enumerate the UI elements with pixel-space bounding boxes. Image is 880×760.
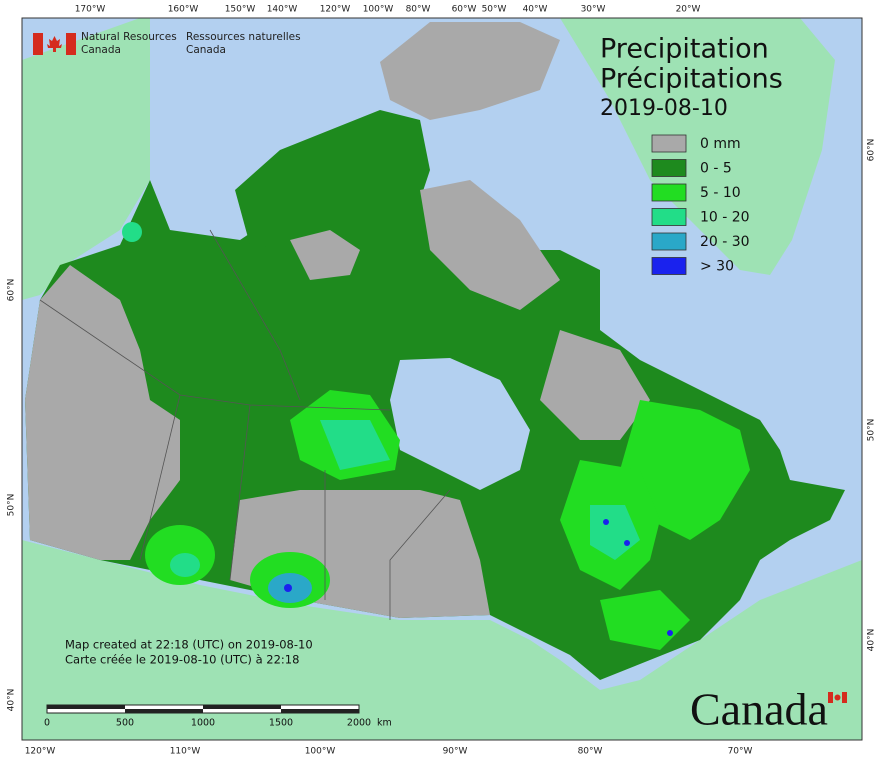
legend-label: 0 - 5 [700, 161, 732, 177]
graticule-labels: 170°W 160°W 150°W 140°W 120°W 100°W 80°W 60°W 50… [7, 5, 877, 757]
maple-leaf [834, 694, 841, 701]
scale-bar-label: 1000 [191, 718, 215, 729]
longitude-label: 160°W [168, 5, 199, 15]
longitude-label: 80°W [406, 5, 431, 15]
legend-swatch [651, 257, 687, 275]
wordmark: Canada [690, 684, 828, 735]
rain-zone [600, 590, 690, 650]
agency-fr: Canada [186, 44, 226, 56]
credit: Map created at 22:18 (UTC) on 2019-08-10 [65, 638, 313, 652]
arctic-islands [235, 110, 430, 270]
flag-bar [828, 692, 833, 703]
scale-bar-label: 2000 [347, 718, 371, 729]
longitude-label: 90°W [443, 747, 468, 757]
legend-swatch [651, 159, 687, 177]
legend-swatch [651, 208, 687, 226]
agency-fr: Ressources naturelles [186, 31, 301, 43]
border [209, 229, 301, 401]
hudson-bay [390, 358, 530, 490]
frame-border [21, 17, 863, 741]
wordmark-flag [828, 692, 847, 703]
usa [22, 540, 862, 740]
scale-bar-segment [125, 709, 203, 713]
legend-label: 20 - 30 [700, 234, 750, 250]
latitude-label: 40°N [867, 629, 877, 652]
maple-leaf [47, 36, 62, 52]
rain-spot [284, 584, 292, 592]
flag-bar [66, 33, 76, 55]
rain-spot [667, 630, 673, 636]
longitude-label: 30°W [581, 5, 606, 15]
latitude-label: 50°N [7, 494, 17, 517]
victoria-island [290, 230, 360, 280]
baffin [420, 180, 560, 310]
scale-bar-label: 500 [116, 718, 134, 729]
latitude-label: 50°N [867, 419, 877, 442]
longitude-label: 60°W [452, 5, 477, 15]
title-en: Precipitation [600, 34, 769, 65]
scale-bar-label: 0 [44, 718, 50, 729]
longitude-label: 120°W [320, 5, 351, 15]
greenland [560, 18, 835, 275]
legend-label: 10 - 20 [700, 210, 750, 226]
flag-bar [33, 33, 43, 55]
border [39, 299, 391, 411]
longitude-label: 120°W [25, 747, 56, 757]
rain-zone [320, 420, 390, 470]
longitude-label: 40°W [523, 5, 548, 15]
legend: 0 mm 0 - 5 5 - 10 10 - 20 20 - 30 > 30 [651, 134, 750, 275]
rain-spot [122, 222, 142, 242]
legend-label: 0 mm [700, 136, 741, 152]
longitude-label: 100°W [363, 5, 394, 15]
scale-bar-segment [281, 709, 359, 713]
quebec-dry [540, 330, 650, 440]
longitude-label: 170°W [75, 5, 106, 15]
legend-swatch [651, 183, 687, 202]
latitude-label: 40°N [7, 689, 17, 712]
rain-spot [603, 519, 609, 525]
rain-zone [170, 553, 200, 577]
legend-label: 5 - 10 [700, 185, 741, 201]
rain-zone [590, 505, 640, 560]
longitude-label: 150°W [225, 5, 256, 15]
flag-bar [842, 692, 847, 703]
map-date: 2019-08-10 [600, 96, 728, 121]
scale-bar: 0 500 1000 1500 2000 km [44, 704, 392, 729]
border [229, 404, 251, 581]
border [389, 489, 451, 620]
agency-en: Natural Resources [81, 31, 177, 43]
rain-spot [624, 540, 630, 546]
longitude-label: 80°W [578, 747, 603, 757]
scale-bar-label: 1500 [269, 718, 293, 729]
legend-swatch [651, 232, 687, 251]
scale-bar-unit: km [377, 718, 392, 729]
longitude-label: 70°W [728, 747, 753, 757]
latitude-label: 60°N [867, 139, 877, 162]
map-frame [21, 17, 863, 741]
scale-bar-segment [47, 705, 125, 709]
west-dry [25, 265, 180, 560]
longitude-label: 100°W [305, 747, 336, 757]
agency-logo: Natural Resources Canada Ressources natu… [33, 31, 301, 56]
agency-en: Canada [81, 44, 121, 56]
legend-label: > 30 [700, 259, 734, 275]
longitude-label: 110°W [170, 747, 201, 757]
title-fr: Précipitations [600, 64, 783, 95]
legend-swatch [651, 134, 687, 153]
latitude-label: 60°N [7, 279, 17, 302]
ellesmere [380, 22, 560, 120]
longitude-label: 20°W [676, 5, 701, 15]
scale-bar-segment [203, 705, 281, 709]
longitude-label: 140°W [267, 5, 298, 15]
credit: Carte créée le 2019-08-10 (UTC) à 22:18 [65, 653, 299, 667]
longitude-label: 50°W [482, 5, 507, 15]
border [139, 394, 181, 561]
alaska [22, 18, 150, 300]
